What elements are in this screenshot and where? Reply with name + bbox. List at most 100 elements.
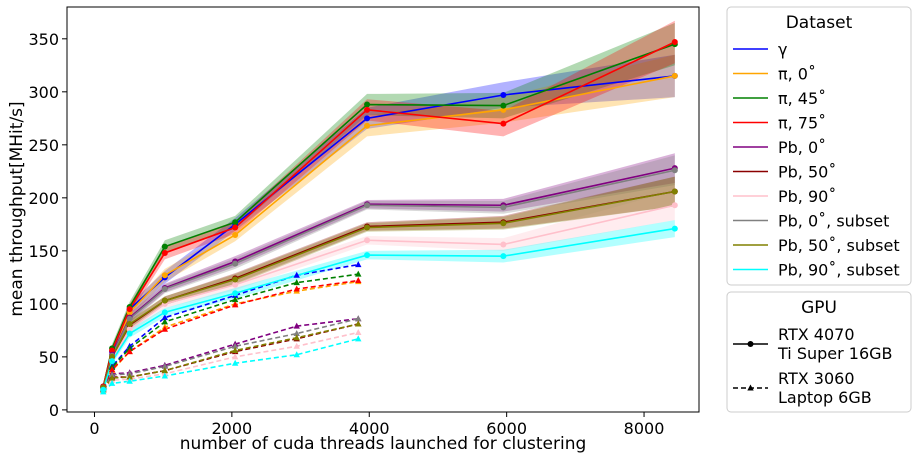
- point-rtx4070-series-3: [232, 224, 239, 231]
- y-tick-label: 300: [28, 83, 59, 102]
- point-rtx3060-series-0: [355, 261, 362, 268]
- point-rtx4070-series-1: [671, 72, 678, 79]
- line-rtx4070-series-3: [102, 41, 676, 387]
- point-rtx4070-series-8: [364, 224, 371, 231]
- point-rtx4070-series-6: [500, 241, 507, 248]
- point-rtx4070-series-9: [364, 252, 371, 259]
- point-rtx3060-series-8: [108, 374, 116, 381]
- x-tick-label: 6000: [486, 419, 527, 438]
- point-rtx4070-series-2: [161, 243, 168, 250]
- legend-dataset-label: Pb, 0˚, subset: [778, 212, 889, 231]
- point-rtx4070-series-6: [364, 237, 371, 244]
- point-rtx3060-series-3: [126, 348, 133, 355]
- band-series-2: [103, 22, 675, 390]
- legend-gpu-label-line2: Laptop 6GB: [778, 388, 872, 407]
- line-rtx4070-series-2: [102, 43, 676, 387]
- point-rtx4070-series-9: [161, 309, 168, 316]
- point-rtx4070-series-7: [671, 167, 678, 174]
- point-rtx4070-series-8: [232, 276, 239, 283]
- y-tick-label: 0: [49, 401, 59, 420]
- legend-dataset-label: π, 45˚: [778, 89, 826, 108]
- point-rtx3060-series-8: [231, 347, 239, 354]
- point-rtx4070-series-8: [500, 220, 507, 227]
- point-rtx3060-series-9: [161, 372, 169, 379]
- legend-gpu-label-line2: Ti Super 16GB: [777, 344, 893, 363]
- legend-gpu-frame: [726, 291, 912, 413]
- point-rtx3060-series-9: [293, 351, 300, 358]
- point-rtx4070-series-3: [500, 120, 507, 127]
- y-tick-label: 250: [28, 136, 59, 155]
- band-series-3: [103, 20, 675, 390]
- band-series-6: [103, 190, 675, 391]
- legend-dataset-label: Pb, 50˚, subset: [778, 236, 900, 255]
- point-rtx3060-series-9: [100, 388, 107, 395]
- point-rtx4070-series-7: [126, 315, 133, 322]
- legend-dataset-label: Pb, 90˚: [778, 187, 836, 206]
- point-rtx4070-series-7: [161, 286, 168, 293]
- point-rtx4070-series-2: [232, 219, 239, 226]
- point-rtx4070-series-6: [126, 326, 133, 333]
- point-rtx3060-series-3: [355, 277, 362, 284]
- point-rtx4070-series-7: [364, 202, 371, 209]
- point-rtx4070-series-8: [109, 353, 116, 360]
- point-rtx3060-series-6: [231, 353, 239, 360]
- line-rtx4070-series-7: [102, 169, 675, 388]
- point-rtx3060-series-3: [108, 366, 116, 373]
- point-rtx3060-series-0: [161, 314, 169, 321]
- legend-gpu-label-line1: RTX 3060: [778, 369, 855, 388]
- point-rtx3060-series-7: [231, 342, 239, 349]
- point-rtx3060-series-9: [126, 377, 133, 384]
- point-rtx4070-series-3: [364, 106, 371, 113]
- point-rtx4070-series-2: [500, 102, 507, 109]
- legend-dataset-label: Pb, 50˚: [778, 163, 836, 182]
- point-rtx3060-series-3: [161, 325, 169, 332]
- point-rtx4070-series-6: [232, 281, 239, 288]
- point-rtx4070-series-1: [364, 122, 371, 129]
- line-rtx3060-series-6: [102, 331, 359, 392]
- point-rtx4070-series-6: [671, 202, 678, 209]
- point-rtx4070-series-0: [364, 115, 371, 122]
- y-tick-label: 50: [39, 348, 59, 367]
- legend-dataset-label: π, 75˚: [778, 114, 826, 133]
- legend-gpu-title: GPU: [801, 298, 837, 318]
- point-rtx4070-series-9: [671, 225, 678, 232]
- x-tick-label: 8000: [624, 419, 665, 438]
- plot-area-frame: [66, 6, 700, 413]
- y-axis-label: mean throughput[MHit/s]: [7, 101, 27, 316]
- legend-dataset: Dataset γ π, 0˚ π, 45˚ π, 75˚ Pb, 0˚ Pb, 50˚ P…: [726, 6, 912, 286]
- point-rtx3060-series-0: [293, 271, 300, 278]
- point-rtx3060-series-8: [161, 367, 169, 374]
- y-tick-label: 100: [28, 295, 59, 314]
- point-rtx4070-series-1: [232, 231, 239, 238]
- point-rtx3060-series-2: [231, 296, 239, 303]
- point-rtx3060-series-2: [126, 344, 133, 351]
- point-rtx4070-series-9: [109, 358, 116, 365]
- point-rtx4070-series-9: [126, 330, 133, 337]
- y-axis-ticks: 0 50 100 150 200 250 300 350: [28, 30, 67, 420]
- point-rtx4070-series-0: [500, 91, 507, 98]
- legend-gpu-marker: [747, 384, 754, 391]
- point-rtx3060-series-9: [355, 335, 362, 342]
- point-rtx3060-series-9: [231, 359, 239, 366]
- y-tick-label: 200: [28, 189, 59, 208]
- point-rtx3060-series-8: [126, 373, 133, 380]
- x-tick-label: 0: [89, 419, 99, 438]
- point-rtx4070-series-2: [364, 101, 371, 108]
- point-rtx3060-series-6: [355, 328, 362, 335]
- point-rtx4070-series-7: [232, 260, 239, 267]
- point-rtx3060-series-4: [293, 322, 300, 329]
- legend-dataset-label: Pb, 90˚, subset: [778, 261, 900, 280]
- point-rtx4070-series-1: [500, 106, 507, 113]
- band-series-0: [103, 54, 675, 390]
- legend-dataset-items: γ π, 0˚ π, 45˚ π, 75˚ Pb, 0˚ Pb, 50˚ Pb, 90˚ Pb…: [733, 40, 900, 280]
- x-tick-label: 4000: [349, 419, 390, 438]
- point-rtx3060-series-7: [126, 370, 133, 377]
- point-rtx3060-series-2: [355, 270, 362, 277]
- point-rtx4070-series-8: [161, 297, 168, 304]
- legend-dataset-label: γ: [778, 40, 787, 59]
- point-rtx4070-series-3: [161, 249, 168, 256]
- legend-dataset-frame: [726, 6, 912, 286]
- point-rtx4070-series-8: [126, 321, 133, 328]
